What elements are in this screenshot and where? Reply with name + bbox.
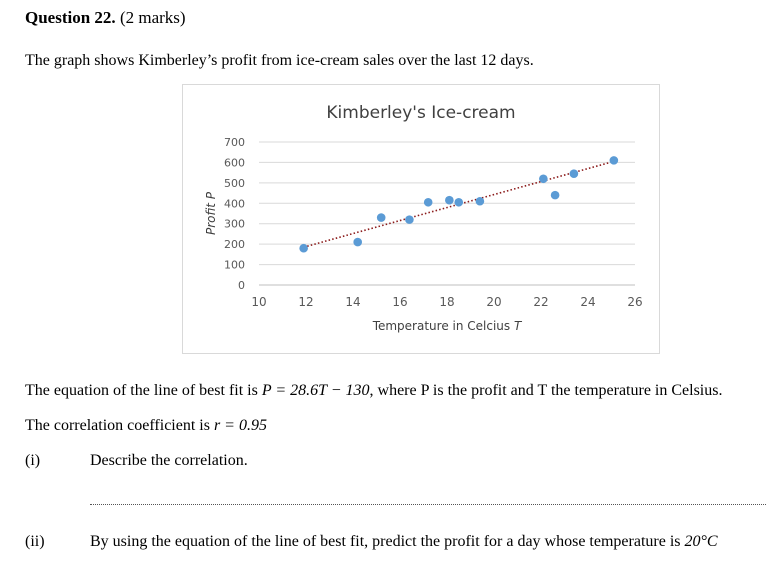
y-tick-label: 200 <box>224 238 245 251</box>
y-tick-label: 100 <box>224 259 245 272</box>
scatter-chart: Kimberley's Ice-cream 0 100 200 300 400 500 600… <box>182 84 660 354</box>
equation-sentence: The equation of the line of best fit is … <box>25 382 722 400</box>
answer-line[interactable] <box>90 504 766 505</box>
y-tick-label: 0 <box>238 279 245 292</box>
correlation-prefix: The correlation coefficient is <box>25 417 210 434</box>
x-tick-label: 14 <box>345 295 360 309</box>
y-tick-label: 600 <box>224 156 245 169</box>
data-point <box>475 196 485 206</box>
x-tick-label: 24 <box>580 295 595 309</box>
part-ii-text: By using the equation of the line of bes… <box>90 533 718 551</box>
data-point <box>539 174 548 184</box>
x-tick-label: 12 <box>298 295 313 309</box>
question-intro: The graph shows Kimberley’s profit from … <box>25 52 534 69</box>
question-number: Question 22. <box>25 8 116 27</box>
part-ii-temperature: 20°C <box>684 533 718 550</box>
x-tick-label: 22 <box>533 295 548 309</box>
y-axis-label: Profit P <box>204 191 218 235</box>
y-tick-label: 300 <box>224 218 245 231</box>
data-point <box>405 215 414 224</box>
chart-svg: Kimberley's Ice-cream 0 100 200 300 400 500 600… <box>204 103 643 333</box>
data-point <box>376 213 386 222</box>
y-tick-label: 700 <box>224 136 245 149</box>
equation-prefix: The equation of the line of best fit is <box>25 382 258 399</box>
chart-title: Kimberley's Ice-cream <box>326 103 515 123</box>
data-point <box>609 156 619 165</box>
x-tick-label: 16 <box>392 295 407 309</box>
x-tick-label: 20 <box>486 295 501 309</box>
data-point <box>353 237 362 247</box>
equation-suffix: , where P is the profit and T the temper… <box>369 382 723 399</box>
part-i-label: (i) <box>25 452 41 469</box>
x-tick-label: 10 <box>251 295 266 309</box>
y-tick-label: 500 <box>224 177 245 190</box>
data-point <box>423 197 433 207</box>
x-tick-label: 18 <box>439 295 454 309</box>
question-heading: Question 22. (2 marks) <box>25 8 186 28</box>
question-marks: (2 marks) <box>119 8 186 27</box>
x-axis-label: Temperature in Celcius T <box>372 319 523 333</box>
data-point <box>454 197 464 207</box>
data-point <box>569 169 579 178</box>
correlation-sentence: The correlation coefficient is r = 0.95 <box>25 417 267 435</box>
data-point <box>299 243 308 253</box>
data-point <box>445 195 454 205</box>
part-ii-question: By using the equation of the line of bes… <box>90 533 681 550</box>
x-tick-label: 26 <box>627 295 642 309</box>
part-i-text: Describe the correlation. <box>90 452 248 469</box>
correlation-value: r = 0.95 <box>213 417 267 434</box>
y-tick-label: 400 <box>224 197 245 210</box>
part-ii-label: (ii) <box>25 533 45 550</box>
equation-formula: P = 28.6T − 130 <box>261 382 370 399</box>
data-point <box>550 190 560 200</box>
